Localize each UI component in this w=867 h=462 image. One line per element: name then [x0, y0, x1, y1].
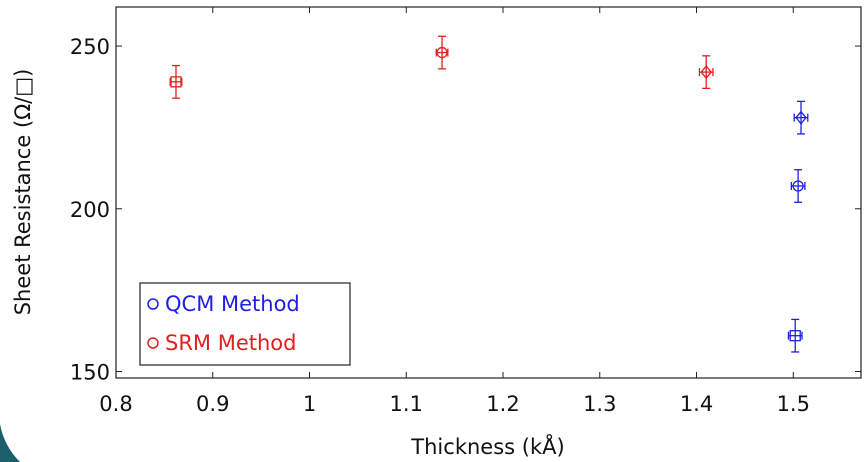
data-points — [169, 35, 809, 353]
x-tick-label: 1.4 — [680, 392, 713, 416]
y-tick-label: 150 — [70, 360, 110, 384]
x-axis-title: Thickness (kÅ) — [410, 433, 564, 459]
square-marker — [789, 330, 801, 342]
data-point — [169, 64, 183, 99]
legend-marker-srm — [147, 337, 159, 349]
plot-frame — [115, 6, 862, 379]
legend-label-srm: SRM Method — [165, 331, 296, 355]
x-tick-label: 1.2 — [486, 392, 519, 416]
diamond-marker — [700, 65, 713, 80]
data-point — [787, 318, 803, 353]
axis-ticks — [115, 7, 861, 378]
y-tick-label: 200 — [70, 198, 110, 222]
circle-marker — [436, 46, 448, 59]
square-marker — [170, 76, 182, 88]
legend-label-qcm: QCM Method — [165, 292, 300, 316]
y-axis-title: Sheet Resistance (Ω/□) — [11, 69, 35, 316]
x-tick-label: 0.9 — [196, 392, 229, 416]
data-point — [435, 35, 449, 70]
legend-box — [139, 282, 351, 366]
legend-marker-qcm — [147, 298, 159, 310]
x-tick-label: 0.8 — [99, 392, 132, 416]
diamond-marker — [795, 110, 807, 125]
x-tick-label: 1.3 — [583, 392, 616, 416]
y-tick-label: 250 — [70, 35, 110, 59]
x-tick-label: 1 — [303, 392, 316, 416]
circle-marker — [792, 180, 804, 192]
x-tick-label: 1.1 — [390, 392, 423, 416]
data-point — [698, 55, 714, 90]
legend: QCM Method SRM Method — [139, 282, 351, 366]
data-point — [793, 100, 809, 135]
tick-labels: 0.8 0.9 1 1.1 1.2 1.3 1.4 1.5 150 200 250 — [70, 35, 810, 416]
corner-decoration — [0, 424, 20, 462]
x-tick-label: 1.5 — [777, 392, 810, 416]
data-point — [790, 169, 806, 203]
